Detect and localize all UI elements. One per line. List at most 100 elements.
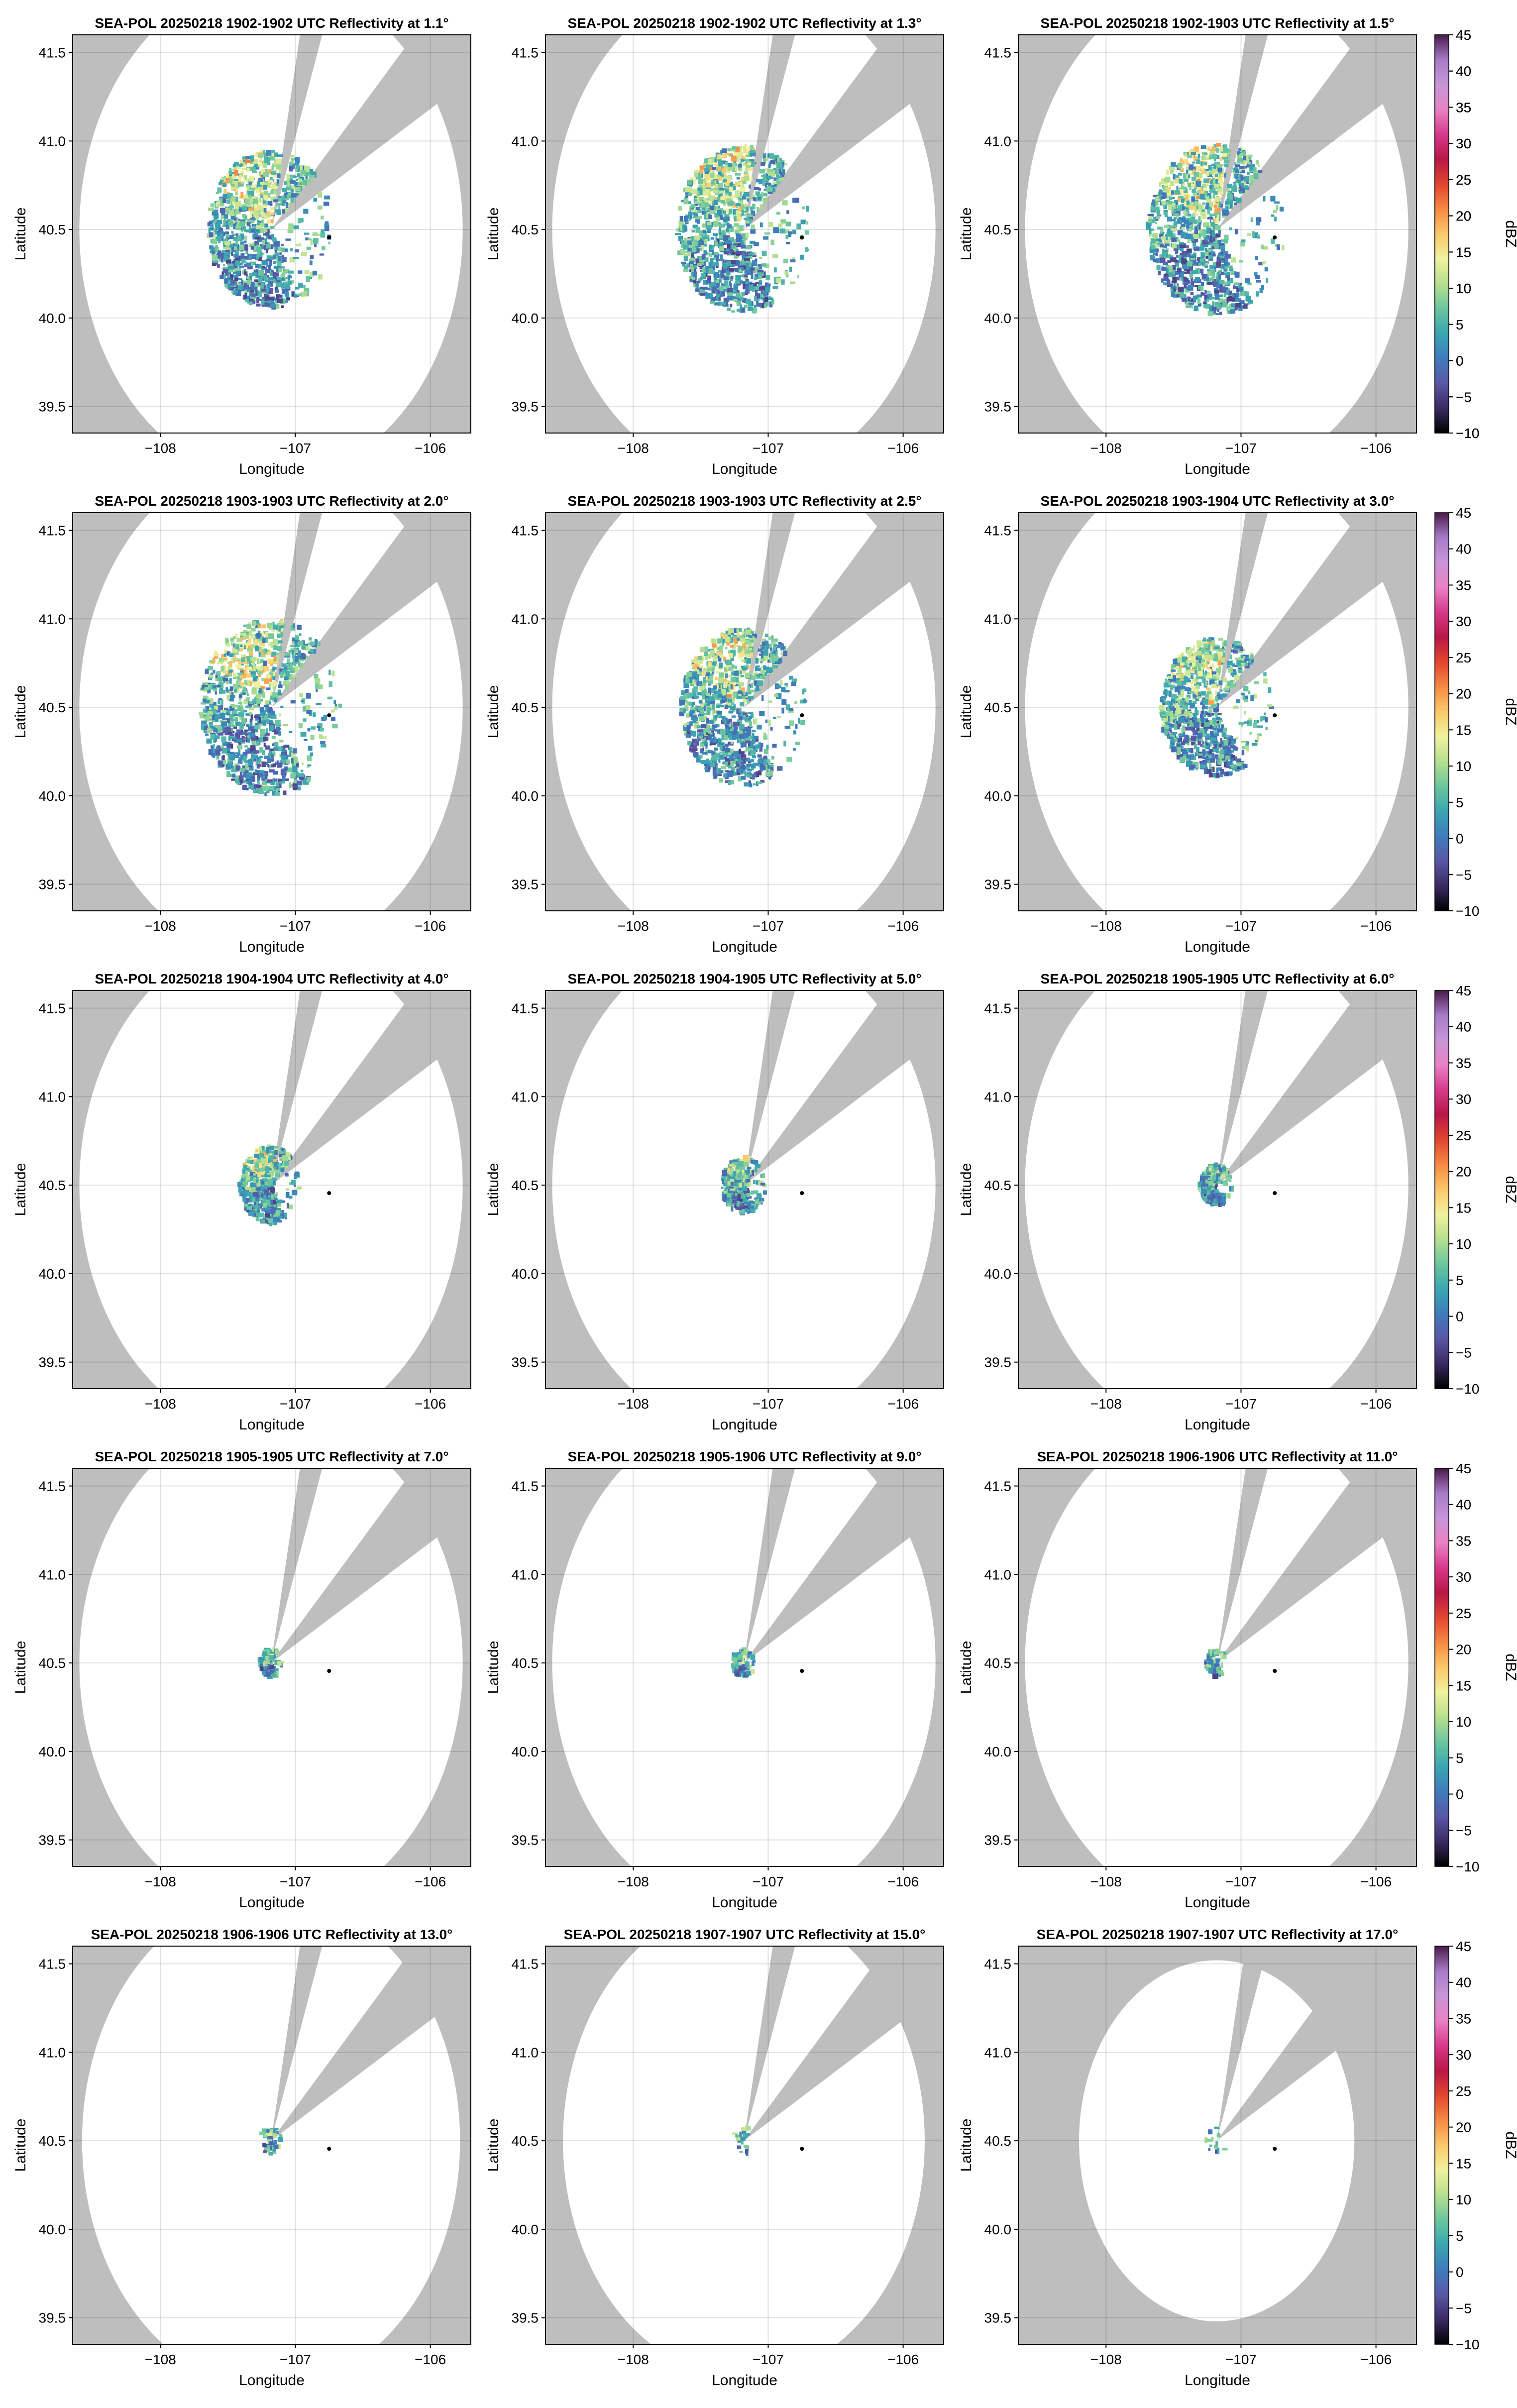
echo-cell (212, 211, 217, 216)
echo-cell (681, 238, 683, 242)
echo-cell (305, 179, 311, 184)
echo-cell (286, 186, 291, 191)
echo-cell (1199, 229, 1201, 235)
echo-cell (1213, 191, 1218, 195)
echo-cell (1164, 238, 1170, 244)
echo-cell (1173, 287, 1177, 292)
echo-cell (274, 729, 279, 735)
echo-cell (222, 183, 226, 188)
echo-cell (307, 764, 312, 766)
echo-cell (723, 773, 730, 778)
echo-cell (764, 263, 769, 268)
echo-cell (249, 652, 253, 656)
echo-cell (246, 736, 249, 739)
echo-cell (736, 309, 741, 312)
echo-cell (746, 207, 749, 213)
echo-cell (294, 665, 300, 668)
echo-cell (331, 670, 335, 676)
echo-cell (779, 228, 785, 234)
echo-cell (710, 300, 715, 304)
echo-cell (244, 659, 250, 662)
echo-cell (1209, 234, 1214, 239)
echo-cell (1229, 265, 1233, 271)
y-tick-label: 39.5 (984, 399, 1012, 415)
echo-cell (273, 645, 278, 651)
echo-cell (292, 292, 294, 297)
echo-cell (1199, 160, 1206, 164)
echo-cell (753, 745, 758, 749)
echo-cell (309, 260, 313, 265)
echo-cell (1171, 190, 1174, 195)
echo-cell (282, 188, 288, 192)
echo-cell (735, 275, 741, 281)
echo-cell (210, 250, 213, 253)
echo-cell (231, 289, 234, 293)
echo-cell (231, 708, 234, 711)
echo-cell (1201, 156, 1207, 160)
echo-cell (289, 747, 293, 753)
echo-cell (292, 658, 295, 664)
echo-cell (781, 279, 785, 285)
echo-cell (738, 207, 742, 212)
echo-cell (706, 164, 710, 169)
echo-cell (259, 171, 262, 176)
echo-cell (251, 688, 257, 694)
echo-cell (258, 790, 264, 794)
echo-cell (1212, 187, 1216, 192)
echo-cell (229, 734, 234, 736)
echo-cell (210, 683, 216, 685)
echo-cell (705, 176, 709, 181)
echo-cell (680, 249, 685, 254)
echo-cell (306, 246, 311, 250)
echo-cell (1163, 276, 1169, 282)
echo-cell (234, 658, 239, 660)
echo-cell (774, 155, 779, 159)
echo-cell (205, 700, 210, 704)
echo-cell (253, 166, 260, 170)
echo-cell (727, 308, 731, 311)
echo-cell (208, 666, 213, 670)
echo-cell (256, 633, 260, 639)
echo-cell (1234, 286, 1240, 289)
echo-cell (206, 738, 212, 744)
echo-cell (1191, 233, 1193, 238)
echo-cell (268, 265, 271, 270)
echo-cell (790, 259, 796, 263)
echo-cell (1264, 267, 1268, 272)
echo-cell (747, 214, 753, 217)
echo-cell (238, 742, 242, 745)
echo-cell (243, 271, 248, 276)
echo-cell (1182, 271, 1188, 274)
echo-cell (1192, 242, 1196, 246)
echo-cell (312, 270, 317, 276)
echo-cell (1155, 258, 1160, 263)
echo-cell (314, 243, 317, 247)
echo-cell (691, 742, 697, 745)
echo-cell (1195, 201, 1198, 206)
echo-cell (686, 238, 692, 241)
echo-cell (1215, 240, 1221, 244)
echo-cell (251, 634, 256, 637)
echo-cell (240, 772, 242, 777)
echo-cell (683, 216, 688, 222)
echo-cell (740, 187, 746, 194)
echo-cell (273, 199, 278, 203)
echo-cell (734, 297, 737, 301)
echo-cell (1213, 200, 1217, 206)
echo-cell (267, 760, 271, 763)
echo-cell (726, 227, 729, 232)
echo-cell (1282, 245, 1285, 250)
echo-cell (265, 230, 269, 234)
echo-cell (694, 213, 698, 216)
echo-cell (1197, 192, 1199, 196)
echo-cell (295, 162, 300, 166)
echo-cell (1200, 145, 1206, 149)
echo-cell (1180, 158, 1183, 161)
echo-cell (333, 700, 336, 704)
echo-cell (1195, 203, 1201, 206)
echo-cell (1196, 233, 1201, 239)
echo-cell (678, 220, 684, 227)
echo-cell (1224, 234, 1229, 240)
echo-cell (265, 250, 268, 254)
echo-cell (244, 240, 247, 243)
